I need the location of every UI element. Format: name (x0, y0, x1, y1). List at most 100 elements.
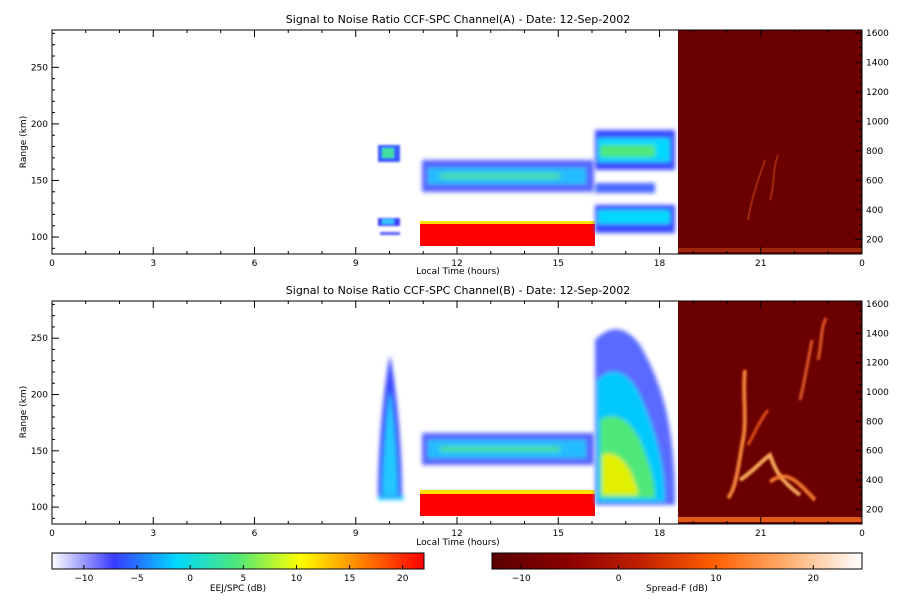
x-tick-label: 0 (49, 529, 55, 539)
region-core (382, 148, 394, 158)
spread-f-baseline (678, 517, 862, 522)
y2-tick-label: 1600 (866, 29, 889, 39)
y-axis-label: Range (km) (19, 116, 29, 168)
x-tick-label: 21 (755, 259, 766, 269)
region-eej-midday (420, 160, 595, 246)
region-lower-core (598, 210, 670, 224)
y-tick-label: 150 (31, 447, 48, 457)
spread-f-plume (747, 154, 779, 221)
region-patch (380, 232, 400, 235)
y2-tick-label: 1400 (866, 329, 889, 339)
colorbar-tick-label: 10 (710, 574, 722, 584)
spread-f-plume (726, 369, 747, 500)
x-tick-label: 0 (859, 529, 865, 539)
y2-tick-label: 1600 (866, 300, 889, 310)
x-tick-label: 6 (252, 259, 258, 269)
y2-tick-label: 1000 (866, 117, 889, 127)
colorbar-ticks: −10 0 10 20 (512, 565, 820, 584)
colorbar-eej: −10 −5 0 5 10 15 20 EEJ/SPC (dB) (51, 552, 425, 594)
chart-title: Signal to Noise Ratio CCF-SPC Channel(B)… (286, 284, 630, 297)
y2-tick-label: 200 (866, 235, 883, 245)
region-eej-evening (595, 329, 675, 505)
spread-f-baseline (678, 248, 862, 252)
panel-channel-b: Signal to Noise Ratio CCF-SPC Channel(B)… (19, 284, 889, 548)
spread-f-backdrop (678, 30, 862, 254)
y2-tick-label: 400 (866, 476, 883, 486)
panel-channel-a: Signal to Noise Ratio CCF-SPC Channel(A)… (19, 13, 889, 277)
colorbar-spread-f: −10 0 10 20 Spread-F (dB) (491, 552, 863, 594)
y2-tick-label: 1200 (866, 88, 889, 98)
colorbar-tick-label: 15 (344, 574, 355, 584)
spread-f-plume (738, 451, 802, 497)
colorbar-tick-label: −10 (512, 574, 531, 584)
y-tick-label: 250 (31, 334, 48, 344)
region-patch (378, 496, 404, 500)
colorbar-label: Spread-F (dB) (646, 584, 708, 594)
region-evening-core (602, 453, 638, 495)
y2-tick-label: 600 (866, 176, 883, 186)
y2-tick-label: 1000 (866, 388, 889, 398)
colorbar-tick-label: 20 (397, 574, 409, 584)
y-tick-label: 200 (31, 390, 48, 400)
heatmap-area (378, 301, 862, 524)
y2-tick-label: 600 (866, 447, 883, 457)
y2-tick-label: 800 (866, 417, 883, 427)
region-ejet (420, 224, 595, 246)
heatmap-area (378, 30, 862, 254)
region-upper-core (440, 173, 560, 179)
y2-tick-label: 1200 (866, 359, 889, 369)
region-plume-core (382, 390, 398, 495)
colorbar-tick-label: 20 (808, 574, 820, 584)
colorbar-ticks: −10 −5 0 5 10 15 20 (74, 565, 409, 584)
region-eej-10h (378, 145, 400, 235)
colorbar-tick-label: 10 (291, 574, 303, 584)
colorbar-label: EEJ/SPC (dB) (210, 584, 266, 594)
y2-tick-label: 200 (866, 505, 883, 515)
y2-tick-label: 400 (866, 206, 883, 216)
region-upper-core (600, 145, 655, 157)
y2-axis: 200 400 600 800 1000 1200 1400 1600 (855, 29, 889, 255)
region-eej-midday (420, 433, 595, 516)
region-core (382, 219, 394, 224)
x-tick-label: 0 (859, 259, 865, 269)
x-tick-label: 12 (451, 259, 462, 269)
spread-f-plume (768, 474, 817, 502)
region-eej-evening (595, 130, 675, 233)
y-tick-label: 100 (31, 503, 48, 513)
x-tick-label: 9 (353, 529, 359, 539)
x-tick-label: 18 (654, 259, 666, 269)
x-axis-label: Local Time (hours) (416, 267, 499, 277)
region-ejet (420, 494, 595, 516)
y-tick-label: 250 (31, 63, 48, 73)
x-tick-label: 15 (553, 529, 564, 539)
x-axis-label: Local Time (hours) (416, 538, 499, 548)
x-tick-label: 9 (353, 259, 359, 269)
y2-tick-label: 800 (866, 147, 883, 157)
spread-f-plumes (678, 317, 862, 522)
spread-f-plume (798, 317, 828, 401)
y-axis: 100 150 200 250 (31, 32, 59, 249)
region-mid-layer (595, 183, 655, 193)
region-upper-core (440, 446, 560, 452)
y-axis-label: Range (km) (19, 386, 29, 438)
y2-axis: 200 400 600 800 1000 1200 1400 1600 (855, 300, 889, 525)
x-tick-label: 21 (755, 529, 766, 539)
x-tick-label: 6 (252, 529, 258, 539)
x-tick-label: 3 (150, 259, 156, 269)
spread-f-backdrop (678, 301, 862, 524)
colorbar-tick-label: −5 (130, 574, 143, 584)
x-tick-label: 3 (150, 529, 156, 539)
colorbar-tick-label: 5 (240, 574, 246, 584)
colorbar-gradient (51, 552, 425, 570)
x-tick-label: 0 (49, 259, 55, 269)
y-axis: 100 150 200 250 (31, 303, 59, 519)
y-tick-label: 200 (31, 120, 48, 130)
y-tick-label: 100 (31, 233, 48, 243)
x-axis: 0 3 6 9 12 15 18 21 0 (49, 30, 865, 269)
x-axis: 0 3 6 9 12 15 18 21 0 (49, 301, 865, 539)
spread-f-plume (746, 409, 770, 446)
x-tick-label: 12 (451, 529, 462, 539)
chart-title: Signal to Noise Ratio CCF-SPC Channel(A)… (286, 13, 630, 26)
y2-tick-label: 1400 (866, 58, 889, 68)
